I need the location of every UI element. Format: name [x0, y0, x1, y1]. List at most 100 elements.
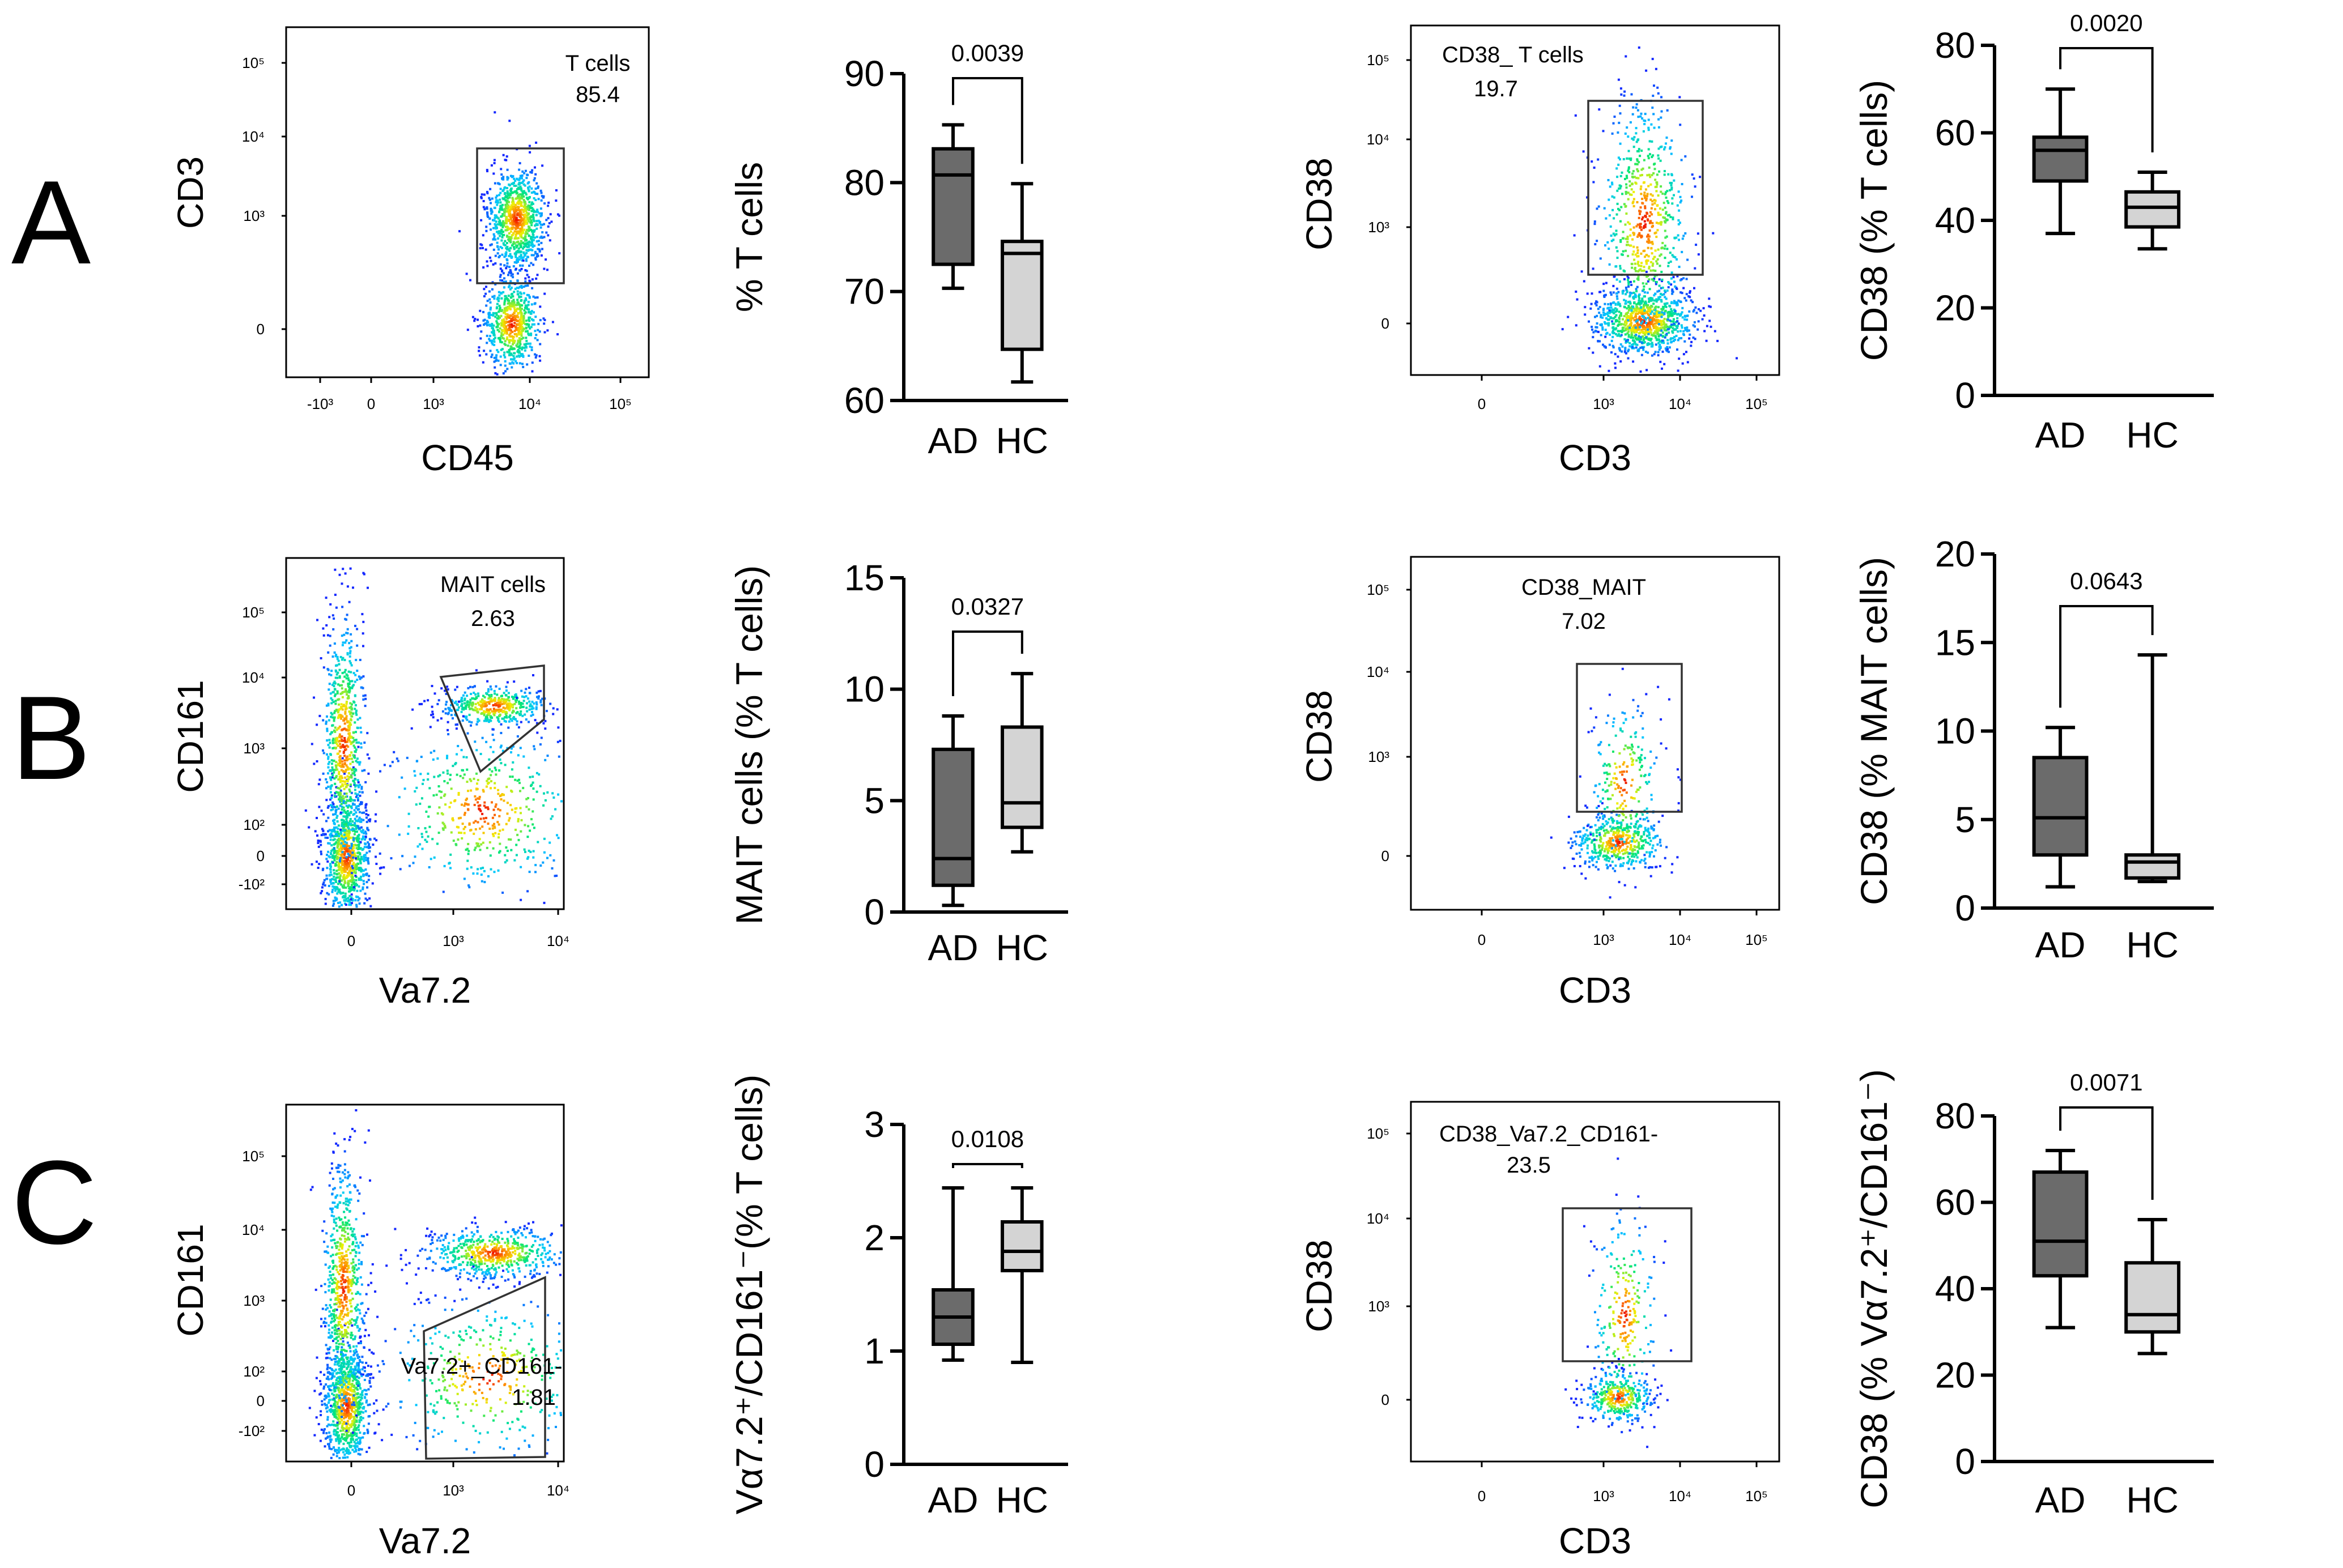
event-dot [1625, 327, 1628, 330]
event-dot [1662, 342, 1665, 344]
event-dot [346, 814, 348, 817]
event-dot [1636, 201, 1639, 203]
event-dot [345, 728, 348, 731]
event-dot [343, 854, 346, 857]
event-dot [1635, 270, 1637, 272]
event-dot [540, 241, 543, 244]
event-dot [530, 334, 533, 336]
event-dot [326, 837, 329, 839]
event-dot [1647, 307, 1650, 310]
event-dot [527, 300, 530, 303]
event-dot [333, 872, 336, 875]
event-dot [1674, 338, 1677, 341]
event-dot [328, 746, 331, 749]
event-dot [471, 316, 474, 318]
event-dot [356, 825, 359, 828]
event-dot [354, 768, 356, 770]
event-dot [333, 729, 335, 732]
event-dot [485, 286, 487, 288]
event-dot [489, 188, 492, 190]
event-dot [505, 253, 508, 255]
event-dot [516, 241, 518, 244]
event-dot [491, 353, 494, 356]
event-dot [518, 345, 521, 348]
event-dot [328, 855, 330, 858]
event-dot [513, 215, 516, 218]
y-tick-label: 80 [844, 162, 885, 203]
event-dot [357, 858, 360, 860]
event-dot [528, 208, 530, 211]
event-dot [522, 192, 525, 195]
event-dot [513, 230, 516, 233]
event-dot [1653, 299, 1656, 302]
event-dot [360, 869, 362, 872]
event-dot [503, 221, 506, 224]
event-dot [502, 321, 505, 324]
event-dot [1652, 269, 1655, 272]
event-dot [339, 684, 341, 687]
event-dot [535, 701, 538, 704]
event-dot [360, 858, 363, 860]
event-dot [345, 863, 347, 865]
event-dot [504, 196, 507, 199]
event-dot [332, 738, 335, 740]
event-dot [1634, 326, 1637, 329]
event-dot [1619, 360, 1622, 363]
event-dot [1644, 197, 1647, 199]
event-dot [525, 258, 528, 261]
event-dot [341, 760, 344, 763]
event-dot [537, 240, 540, 242]
event-dot [1631, 182, 1634, 185]
event-dot [1638, 148, 1640, 151]
event-dot [1623, 203, 1626, 206]
event-dot [347, 768, 350, 771]
event-dot [528, 244, 530, 246]
event-dot [335, 766, 338, 769]
event-dot [1648, 297, 1651, 300]
event-dot [501, 309, 504, 312]
event-dot [337, 807, 340, 810]
event-dot [504, 297, 507, 300]
event-dot [1664, 146, 1666, 149]
event-dot [538, 212, 541, 215]
event-dot [1616, 202, 1619, 205]
event-dot [507, 218, 509, 221]
event-dot [497, 291, 500, 293]
event-dot [1642, 300, 1644, 303]
event-dot [322, 719, 325, 722]
event-dot [338, 708, 341, 711]
event-dot [506, 168, 509, 171]
event-dot [362, 829, 364, 832]
event-dot [358, 675, 360, 678]
event-dot [1665, 212, 1668, 215]
event-dot [1674, 256, 1677, 259]
event-dot [1675, 287, 1678, 289]
event-dot [345, 824, 348, 827]
event-dot [340, 850, 343, 853]
event-dot [1665, 137, 1668, 139]
event-dot [335, 775, 338, 778]
event-dot [492, 331, 495, 334]
event-dot [1668, 262, 1670, 264]
event-dot [488, 701, 490, 704]
event-dot [479, 324, 482, 327]
event-dot [1685, 351, 1687, 353]
event-dot [548, 239, 551, 242]
event-dot [334, 688, 337, 691]
event-dot [509, 216, 512, 219]
event-dot [1598, 108, 1601, 111]
event-dot [457, 706, 460, 709]
event-dot [521, 232, 524, 235]
event-dot [360, 867, 363, 870]
event-dot [514, 267, 517, 270]
event-dot [1683, 340, 1686, 343]
event-dot [518, 355, 521, 358]
event-dot [1643, 194, 1645, 197]
event-dot [348, 820, 351, 823]
event-dot [496, 349, 499, 352]
event-dot [1632, 170, 1635, 173]
event-dot [524, 201, 526, 203]
event-dot [467, 705, 470, 708]
event-dot [341, 823, 343, 826]
event-dot [495, 196, 497, 199]
